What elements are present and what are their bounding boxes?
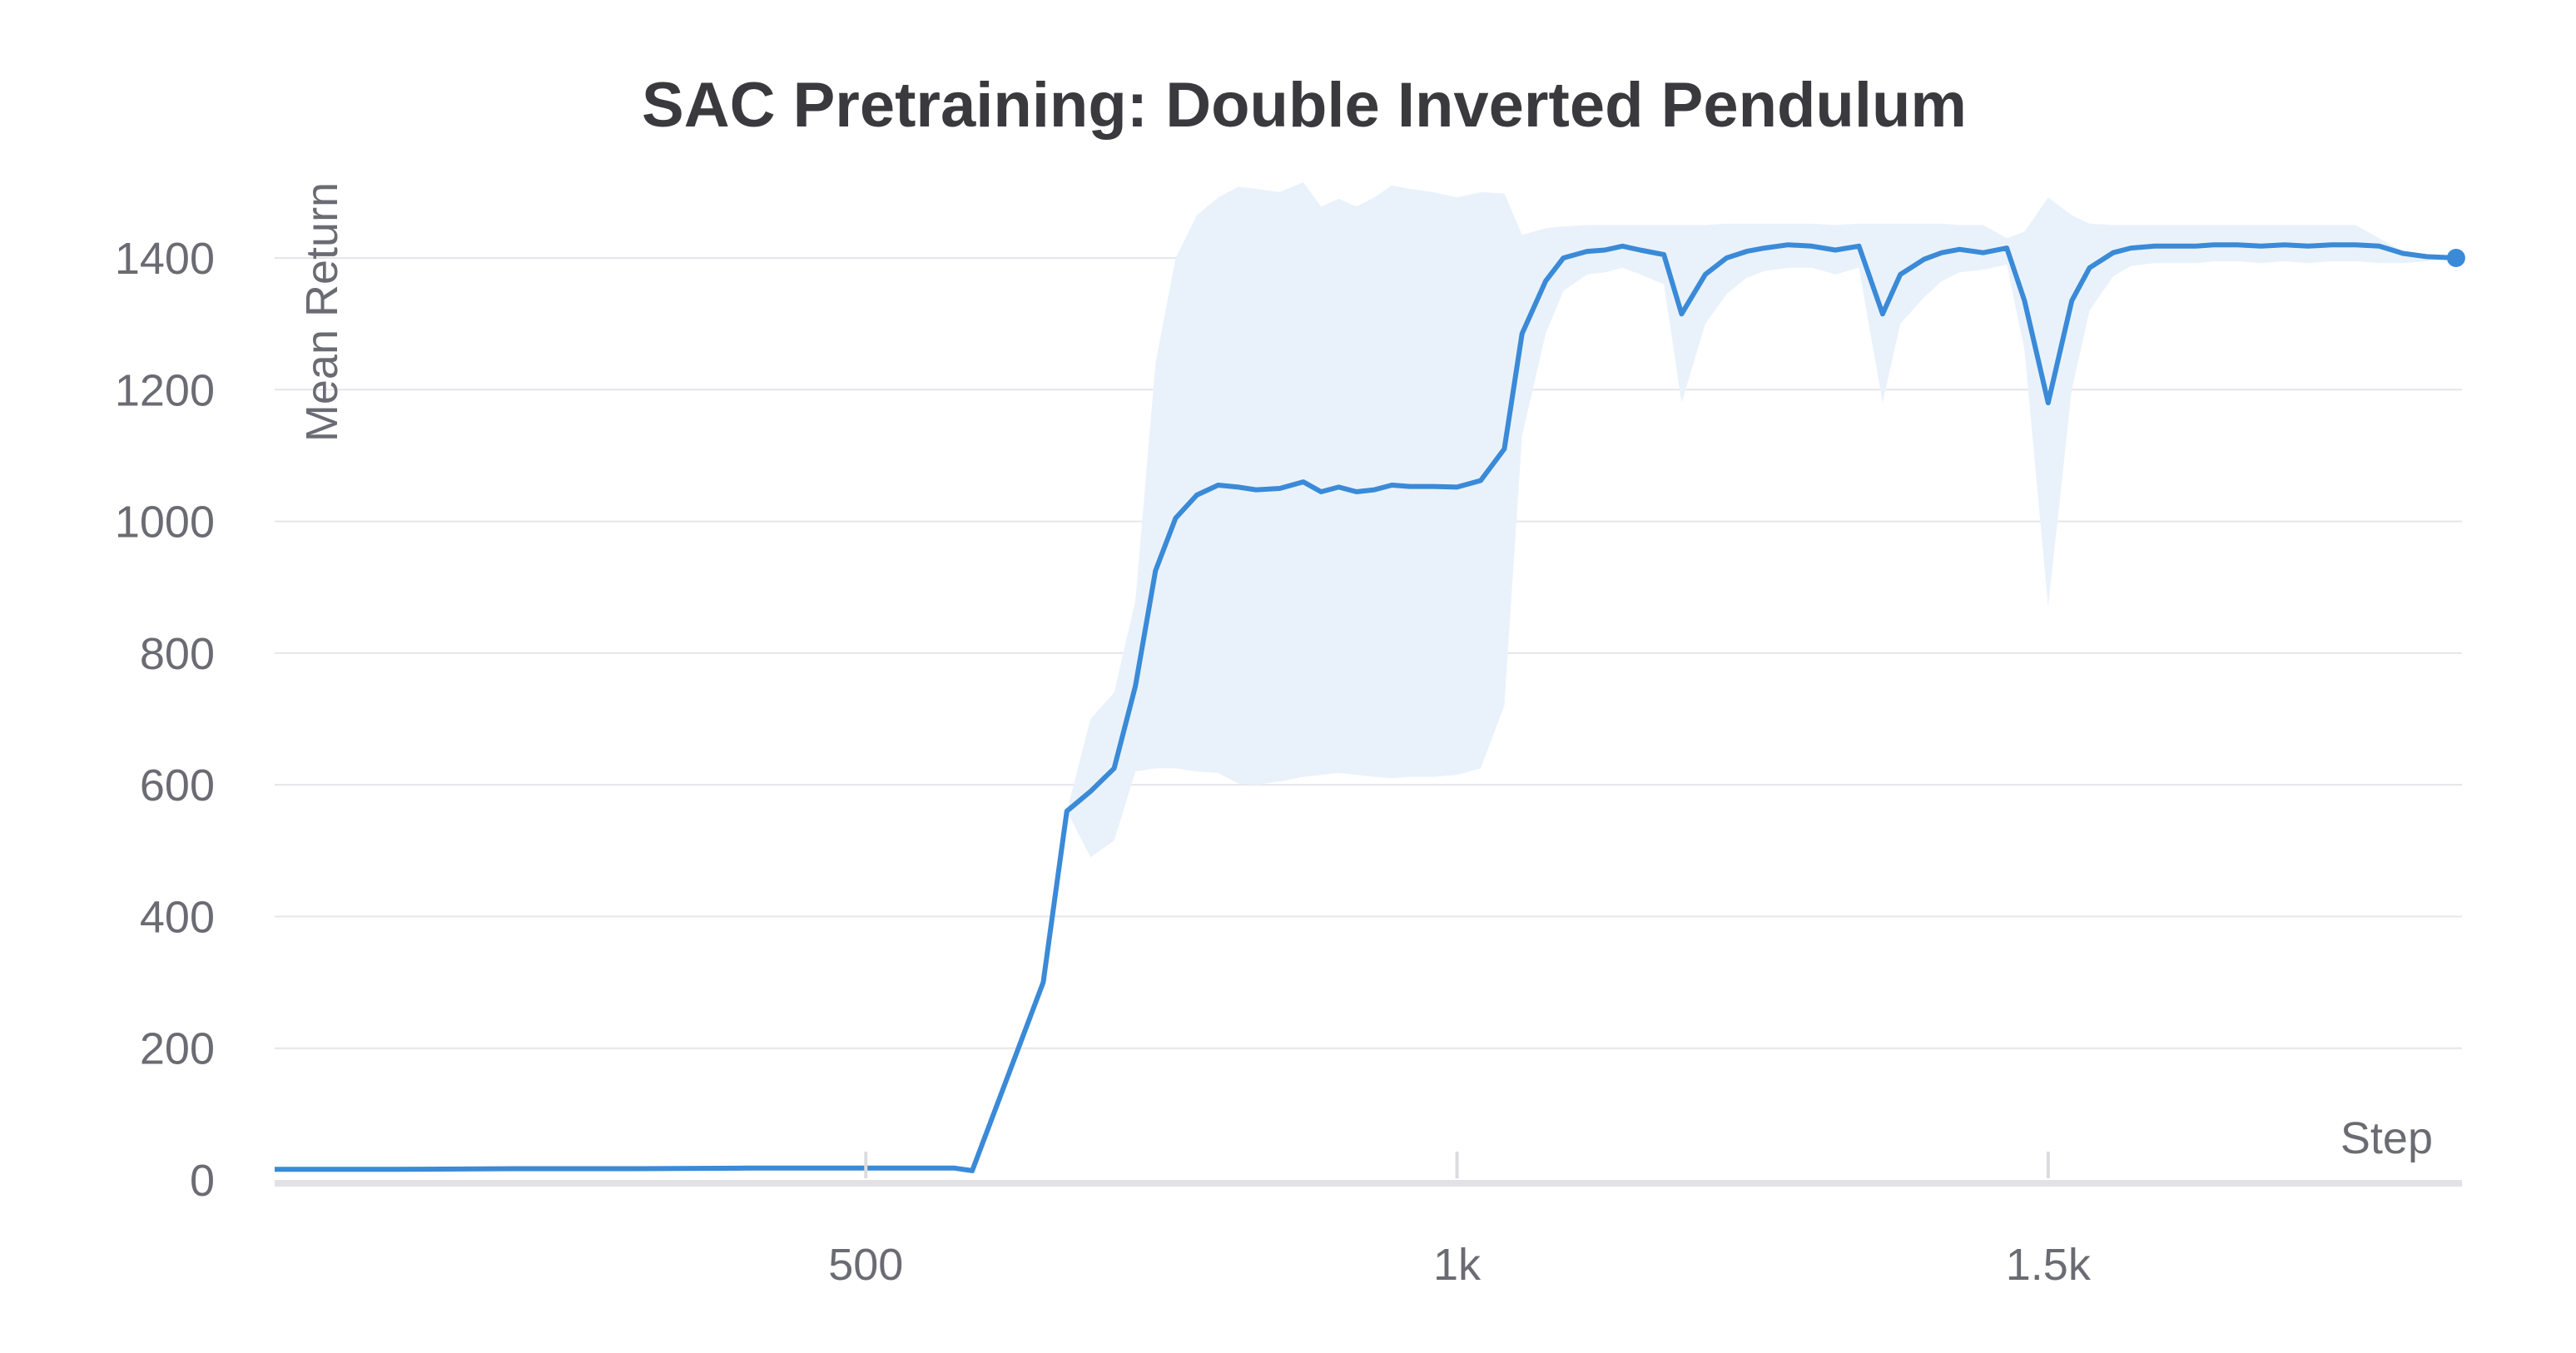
series-line-group [275, 242, 2465, 1173]
last-point-marker [2446, 249, 2465, 267]
y-tick-label: 1000 [115, 498, 215, 548]
confidence-band [275, 182, 2456, 1171]
x-axis-label: Step [2340, 1113, 2433, 1163]
y-tick-label: 1200 [115, 365, 215, 415]
y-tick-label: 0 [190, 1156, 215, 1206]
y-tick-label: 200 [140, 1024, 215, 1074]
y-axis-label: Mean Return [297, 182, 347, 442]
y-tick-label: 400 [140, 892, 215, 942]
y-tick-label: 800 [140, 629, 215, 679]
x-axis-ticks: 500 1k 1.5k [275, 1152, 2462, 1290]
x-tick-label: 1k [1433, 1240, 1482, 1290]
chart-title: SAC Pretraining: Double Inverted Pendulu… [642, 70, 1967, 141]
y-tick-label: 600 [140, 761, 215, 810]
x-tick-label: 500 [828, 1240, 903, 1290]
series-line [275, 242, 2457, 1173]
y-tick-label: 1400 [115, 234, 215, 284]
x-tick-label: 1.5k [2006, 1240, 2092, 1290]
std-band [275, 182, 2456, 1171]
y-axis-ticks: 0 200 400 600 800 1000 1200 1400 [115, 234, 215, 1206]
